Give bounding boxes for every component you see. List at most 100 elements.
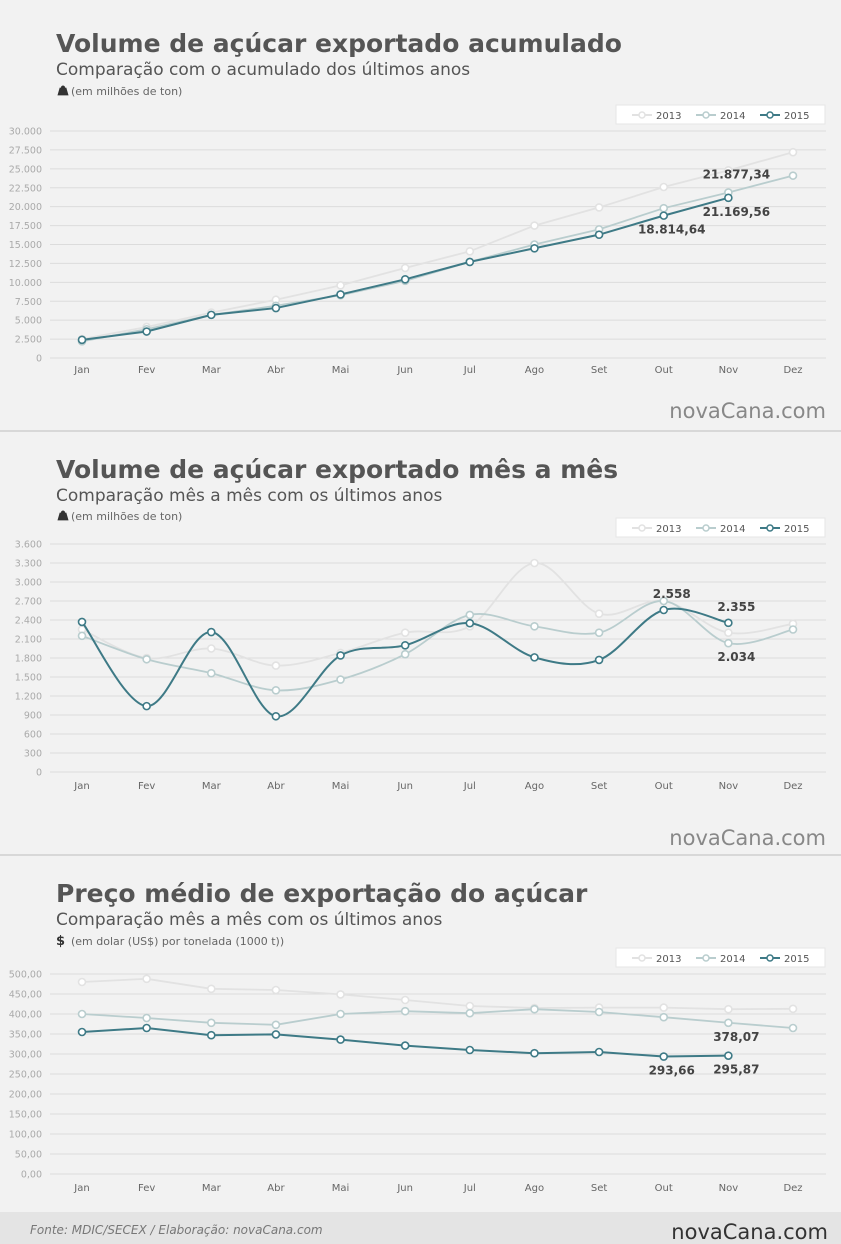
data-point [724, 618, 733, 628]
data-point [724, 1018, 733, 1028]
data-point [788, 1023, 798, 1033]
x-tick-label: Jun [396, 1183, 413, 1194]
y-tick-label: 0,00 [21, 1170, 42, 1181]
y-tick-label: 300,00 [9, 1050, 42, 1061]
x-tick-label: Dez [783, 1183, 802, 1194]
data-point [77, 1009, 87, 1019]
chart-title: Volume de açúcar exportado mês a mês [56, 455, 618, 484]
data-point [336, 290, 345, 299]
data-point [594, 203, 604, 212]
data-point [336, 990, 345, 999]
data-point [724, 638, 733, 648]
x-tick-label: Jul [463, 781, 476, 792]
y-tick-label: 3.300 [15, 559, 42, 570]
x-tick-label: Jul [463, 1183, 476, 1194]
data-point [530, 653, 539, 662]
y-tick-label: 900 [24, 711, 42, 722]
footer-logo: novaCana.com [671, 1220, 828, 1244]
x-tick-label: Mar [202, 365, 222, 376]
data-point [77, 977, 87, 987]
data-point [142, 1023, 151, 1033]
data-point [271, 711, 281, 721]
data-point [659, 182, 669, 192]
data-point [659, 211, 669, 220]
y-tick-label: 2.500 [15, 335, 42, 346]
y-tick-label: 7.500 [15, 297, 42, 308]
data-point [724, 1004, 733, 1014]
data-point [400, 641, 410, 650]
legend-label: 2015 [784, 954, 809, 965]
y-tick-label: 200,00 [9, 1090, 42, 1101]
y-tick-label: 600 [24, 730, 42, 741]
x-tick-label: Set [591, 365, 608, 376]
data-point [594, 628, 604, 637]
x-tick-label: Jan [73, 365, 89, 376]
x-tick-label: Mai [332, 1183, 350, 1194]
watermark: novaCana.com [669, 826, 826, 850]
data-point [530, 622, 539, 631]
data-point [788, 147, 798, 157]
y-tick-label: 5.000 [15, 316, 42, 327]
legend-label: 2013 [656, 111, 681, 122]
legend-label: 2014 [720, 524, 745, 535]
y-tick-label: 400,00 [9, 1010, 42, 1021]
data-point [400, 263, 410, 273]
data-point [206, 668, 216, 678]
data-point [271, 985, 281, 995]
chart-subtitle: Comparação mês a mês com os últimos anos [56, 486, 442, 506]
legend-label: 2015 [784, 524, 809, 535]
chart-subtitle: Comparação mês a mês com os últimos anos [56, 910, 442, 930]
data-point [659, 1012, 669, 1022]
y-tick-label: 25.000 [9, 164, 42, 175]
y-tick-label: 50,00 [15, 1150, 42, 1161]
data-point [336, 651, 345, 660]
y-tick-label: 2.700 [15, 597, 42, 608]
x-tick-label: Jun [396, 365, 413, 376]
unit-label: (em milhões de ton) [71, 510, 182, 523]
data-point [142, 654, 151, 664]
x-tick-label: Dez [783, 365, 802, 376]
data-point [206, 984, 216, 994]
y-tick-label: 22.500 [9, 183, 42, 194]
data-point [400, 649, 410, 659]
data-point [400, 628, 410, 637]
weight-icon [57, 85, 69, 96]
y-tick-label: 1.800 [15, 654, 42, 665]
legend-marker [638, 954, 646, 962]
series-line [81, 977, 794, 1011]
x-tick-label: Jul [463, 365, 476, 376]
x-tick-label: Fev [138, 365, 155, 376]
data-point [594, 1007, 604, 1017]
y-tick-label: 450,00 [9, 990, 42, 1001]
x-tick-label: Ago [525, 365, 544, 376]
data-point [142, 327, 151, 336]
x-tick-label: Mai [332, 781, 350, 792]
data-point [465, 1008, 475, 1018]
x-tick-label: Set [591, 781, 608, 792]
data-point [465, 1045, 475, 1055]
y-tick-label: 30.000 [9, 127, 42, 138]
y-tick-label: 27.500 [9, 145, 42, 156]
legend-marker [702, 524, 710, 532]
data-point [530, 1004, 539, 1014]
data-point [77, 617, 87, 627]
legend-marker [766, 954, 774, 962]
y-tick-label: 20.000 [9, 202, 42, 213]
data-point [142, 1013, 151, 1023]
y-tick-label: 2.400 [15, 616, 42, 627]
value-label: 21.169,56 [703, 205, 771, 219]
y-tick-label: 0 [36, 354, 42, 365]
value-label: 21.877,34 [703, 167, 771, 181]
data-point [594, 1047, 604, 1057]
y-tick-label: 250,00 [9, 1070, 42, 1081]
x-tick-label: Abr [267, 365, 285, 376]
value-label: 295,87 [713, 1063, 759, 1077]
data-point [594, 655, 604, 665]
legend-marker [766, 524, 774, 532]
data-point [465, 247, 475, 256]
data-point [336, 675, 345, 684]
legend-label: 2013 [656, 524, 681, 535]
footer-source: Fonte: MDIC/SECEX / Elaboração: novaCana… [30, 1223, 323, 1237]
legend-marker [702, 954, 710, 962]
